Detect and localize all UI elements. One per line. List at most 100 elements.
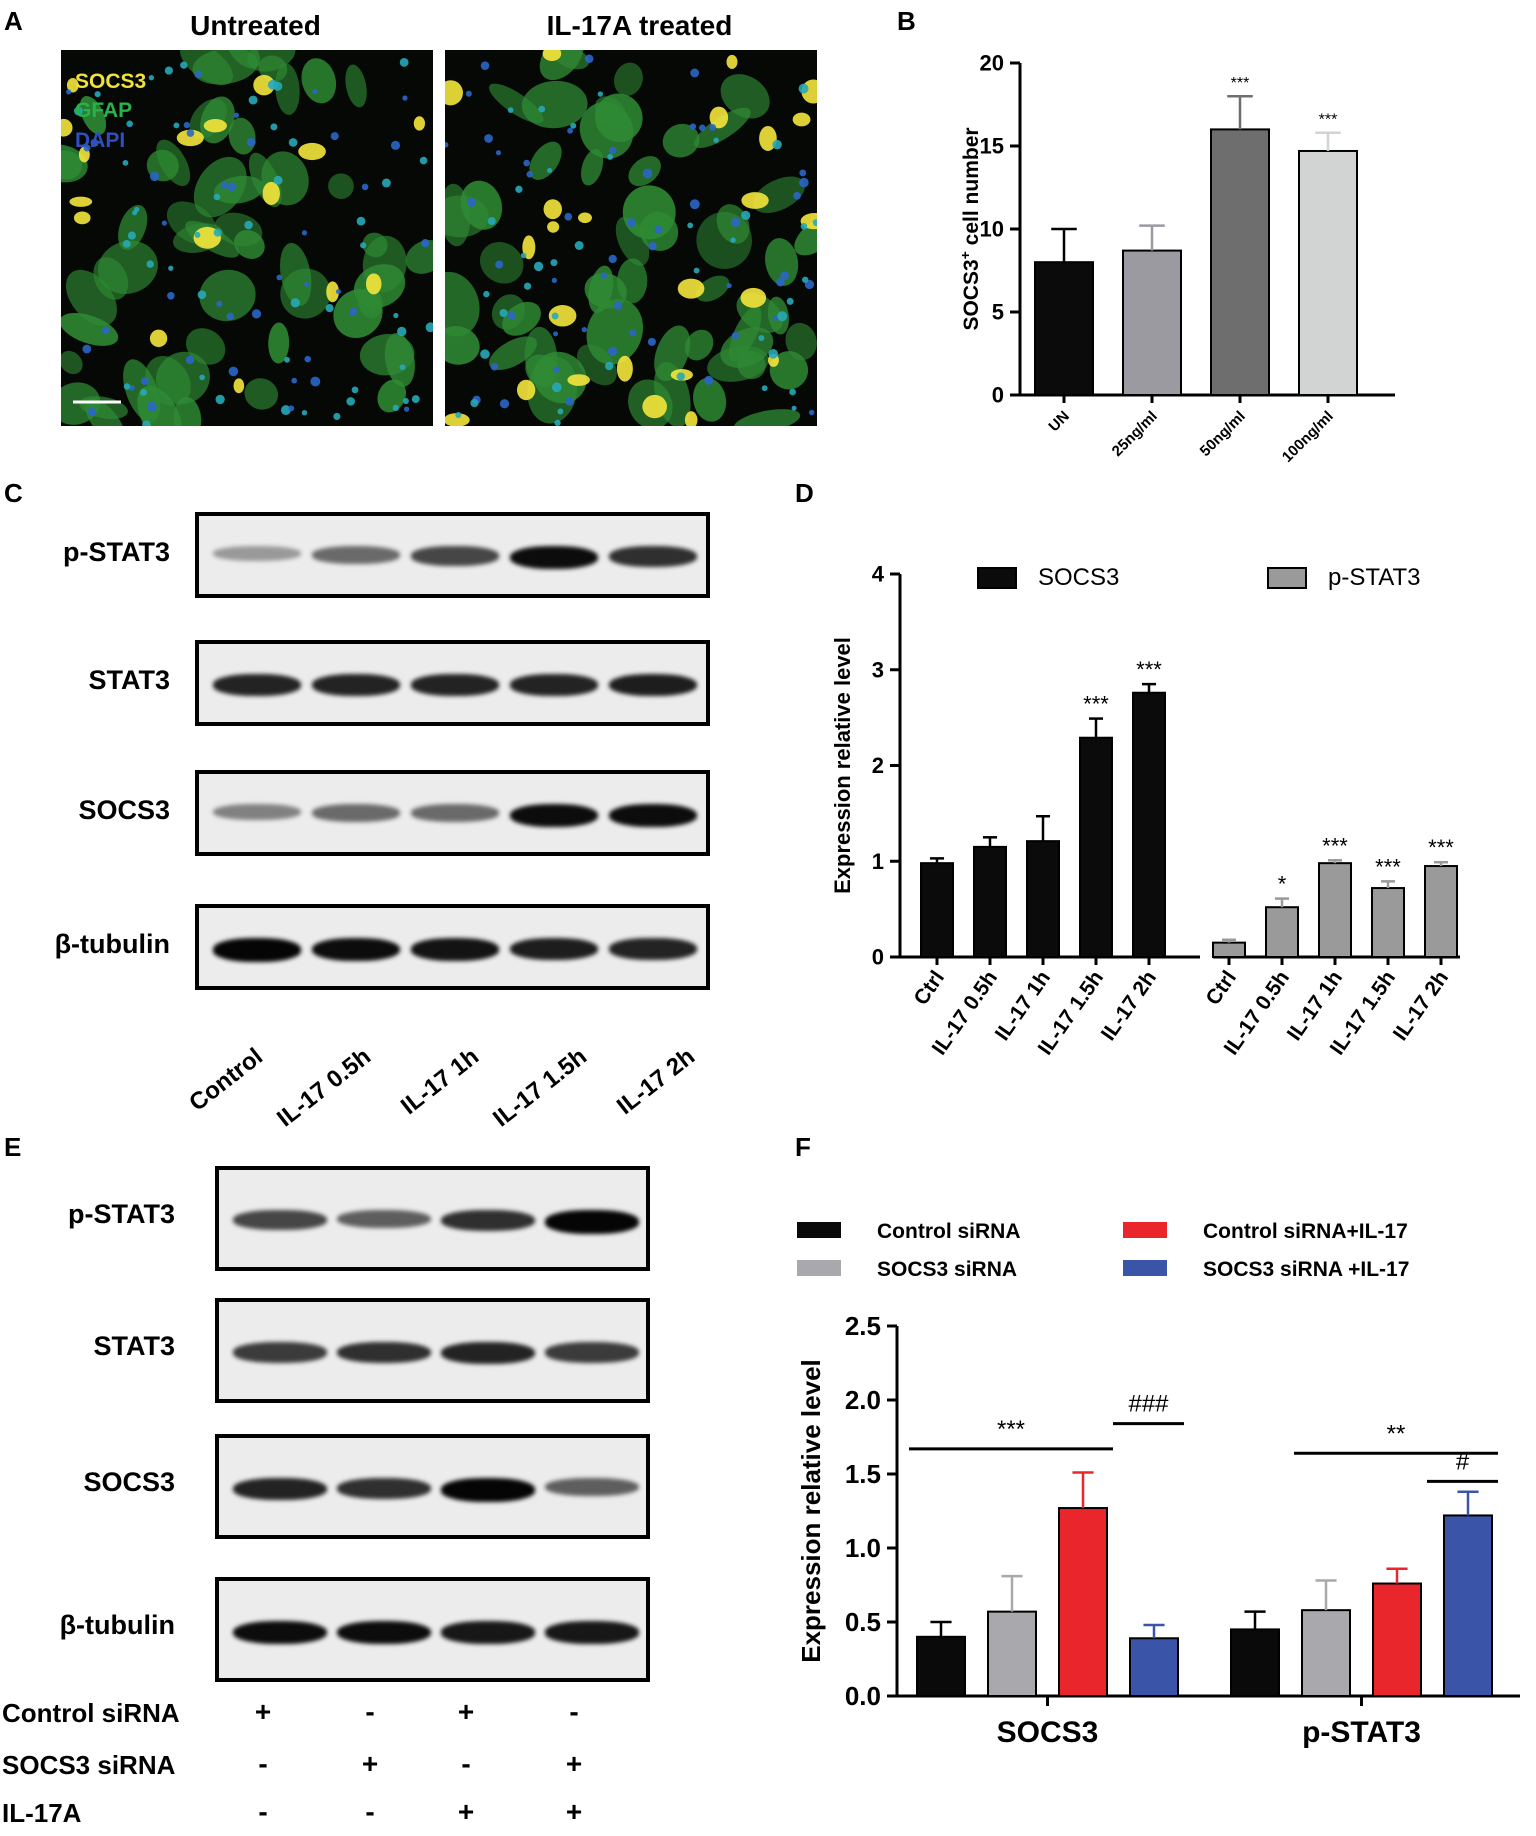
band xyxy=(213,674,301,696)
dapi-nucleus xyxy=(648,241,657,251)
treatment-sign: - xyxy=(365,1696,375,1727)
bar-1-2 xyxy=(1372,1582,1422,1697)
legend-swatch xyxy=(1123,1222,1167,1238)
bar-1-3 xyxy=(1443,1514,1493,1697)
bar-2 xyxy=(1210,128,1270,397)
dapi-nucleus xyxy=(147,401,157,412)
gfap-cell xyxy=(693,377,727,422)
significance-label: *** xyxy=(1428,835,1454,860)
dapi-nucleus xyxy=(713,137,719,143)
dapi-nucleus xyxy=(731,332,740,340)
x-tick-label: Ctrl xyxy=(910,967,950,1010)
dapi-nucleus xyxy=(480,61,490,70)
socs3-cell xyxy=(616,355,633,382)
legend-label-socs3: SOCS3 xyxy=(1038,564,1119,591)
gfap-cell xyxy=(489,336,538,370)
dapi-nucleus xyxy=(276,274,283,281)
gfap-cell xyxy=(384,333,415,387)
micrograph-treated xyxy=(445,50,817,426)
dapi-nucleus xyxy=(726,283,732,289)
dapi-nucleus xyxy=(142,420,151,426)
gfap-cell xyxy=(61,144,88,183)
blot-label-c-2: SOCS3 xyxy=(78,795,170,825)
bar-0-0 xyxy=(916,1635,966,1697)
dapi-nucleus xyxy=(194,70,203,79)
dapi-nucleus xyxy=(499,308,508,318)
dapi-nucleus xyxy=(148,75,155,81)
band xyxy=(233,1621,327,1645)
dapi-nucleus xyxy=(564,212,573,221)
band xyxy=(337,1342,431,1364)
socs3-cell xyxy=(413,116,426,131)
socs3-cell xyxy=(365,273,382,295)
blot-c-0 xyxy=(195,512,710,598)
blot-label-c-0: p-STAT3 xyxy=(63,537,170,567)
bar-0-4 xyxy=(1132,691,1166,958)
dapi-nucleus xyxy=(495,150,502,156)
gfap-cell xyxy=(533,351,587,404)
band xyxy=(337,1621,431,1645)
legend-dapi: DAPI xyxy=(75,129,126,152)
legend-label-pstat3: p-STAT3 xyxy=(1328,564,1420,591)
dapi-nucleus xyxy=(360,242,367,249)
dapi-nucleus xyxy=(330,132,339,141)
micrograph-untreated-image xyxy=(61,50,433,426)
dapi-nucleus xyxy=(161,220,167,226)
dapi-nucleus xyxy=(629,329,637,337)
dapi-nucleus xyxy=(90,138,99,147)
dapi-nucleus xyxy=(227,182,237,192)
band xyxy=(213,546,301,561)
x-tick-label: IL-17 2h xyxy=(1097,967,1161,1045)
dapi-nucleus xyxy=(676,372,685,381)
legend-swatch xyxy=(797,1260,841,1276)
dapi-nucleus xyxy=(288,138,298,147)
dapi-nucleus xyxy=(553,331,559,337)
dapi-nucleus xyxy=(325,303,334,313)
dapi-nucleus xyxy=(605,361,614,371)
dapi-nucleus xyxy=(698,124,706,132)
gfap-cell xyxy=(377,379,407,413)
panel-label-a: A xyxy=(4,6,23,36)
bar-1-1 xyxy=(1265,906,1299,958)
legend-label: Control siRNA+IL-17 xyxy=(1203,1220,1408,1243)
gfap-cell xyxy=(79,95,107,135)
socs3-cell xyxy=(445,413,470,426)
band xyxy=(411,804,499,822)
dapi-nucleus xyxy=(123,383,131,390)
gfap-cell xyxy=(65,269,117,326)
dapi-nucleus xyxy=(280,405,291,416)
dapi-nucleus xyxy=(421,239,430,248)
gfap-cell xyxy=(588,265,614,313)
dapi-nucleus xyxy=(186,129,195,137)
gfap-cell xyxy=(684,329,714,361)
treatment-sign: + xyxy=(361,1748,379,1779)
band xyxy=(545,1342,639,1363)
band xyxy=(609,674,697,697)
band xyxy=(441,1621,535,1644)
dapi-nucleus xyxy=(808,409,815,416)
dapi-nucleus xyxy=(490,363,499,371)
dapi-nucleus xyxy=(584,54,594,64)
dapi-nucleus xyxy=(349,308,358,317)
micrograph-untreated: SOCS3 GFAP DAPI xyxy=(61,50,433,426)
dapi-nucleus xyxy=(570,122,577,129)
dapi-nucleus xyxy=(312,88,318,95)
dapi-nucleus xyxy=(288,405,295,412)
dapi-nucleus xyxy=(220,181,228,189)
bar-0-2 xyxy=(1058,1507,1108,1698)
socs3-cell xyxy=(759,125,777,151)
dapi-nucleus xyxy=(507,311,516,321)
socs3-cell xyxy=(203,119,227,133)
blot-c-1 xyxy=(195,640,710,726)
socs3-cell xyxy=(741,192,769,209)
dapi-nucleus xyxy=(626,218,636,228)
significance-label: *** xyxy=(1322,833,1348,858)
bar-0-2 xyxy=(1026,840,1060,958)
socs3-cell xyxy=(740,287,767,308)
dapi-nucleus xyxy=(689,199,700,210)
bar-1 xyxy=(1122,249,1182,396)
socs3-cell xyxy=(445,80,463,106)
bar-0-1 xyxy=(973,845,1007,959)
dapi-nucleus xyxy=(393,312,399,319)
dapi-nucleus xyxy=(149,171,160,182)
